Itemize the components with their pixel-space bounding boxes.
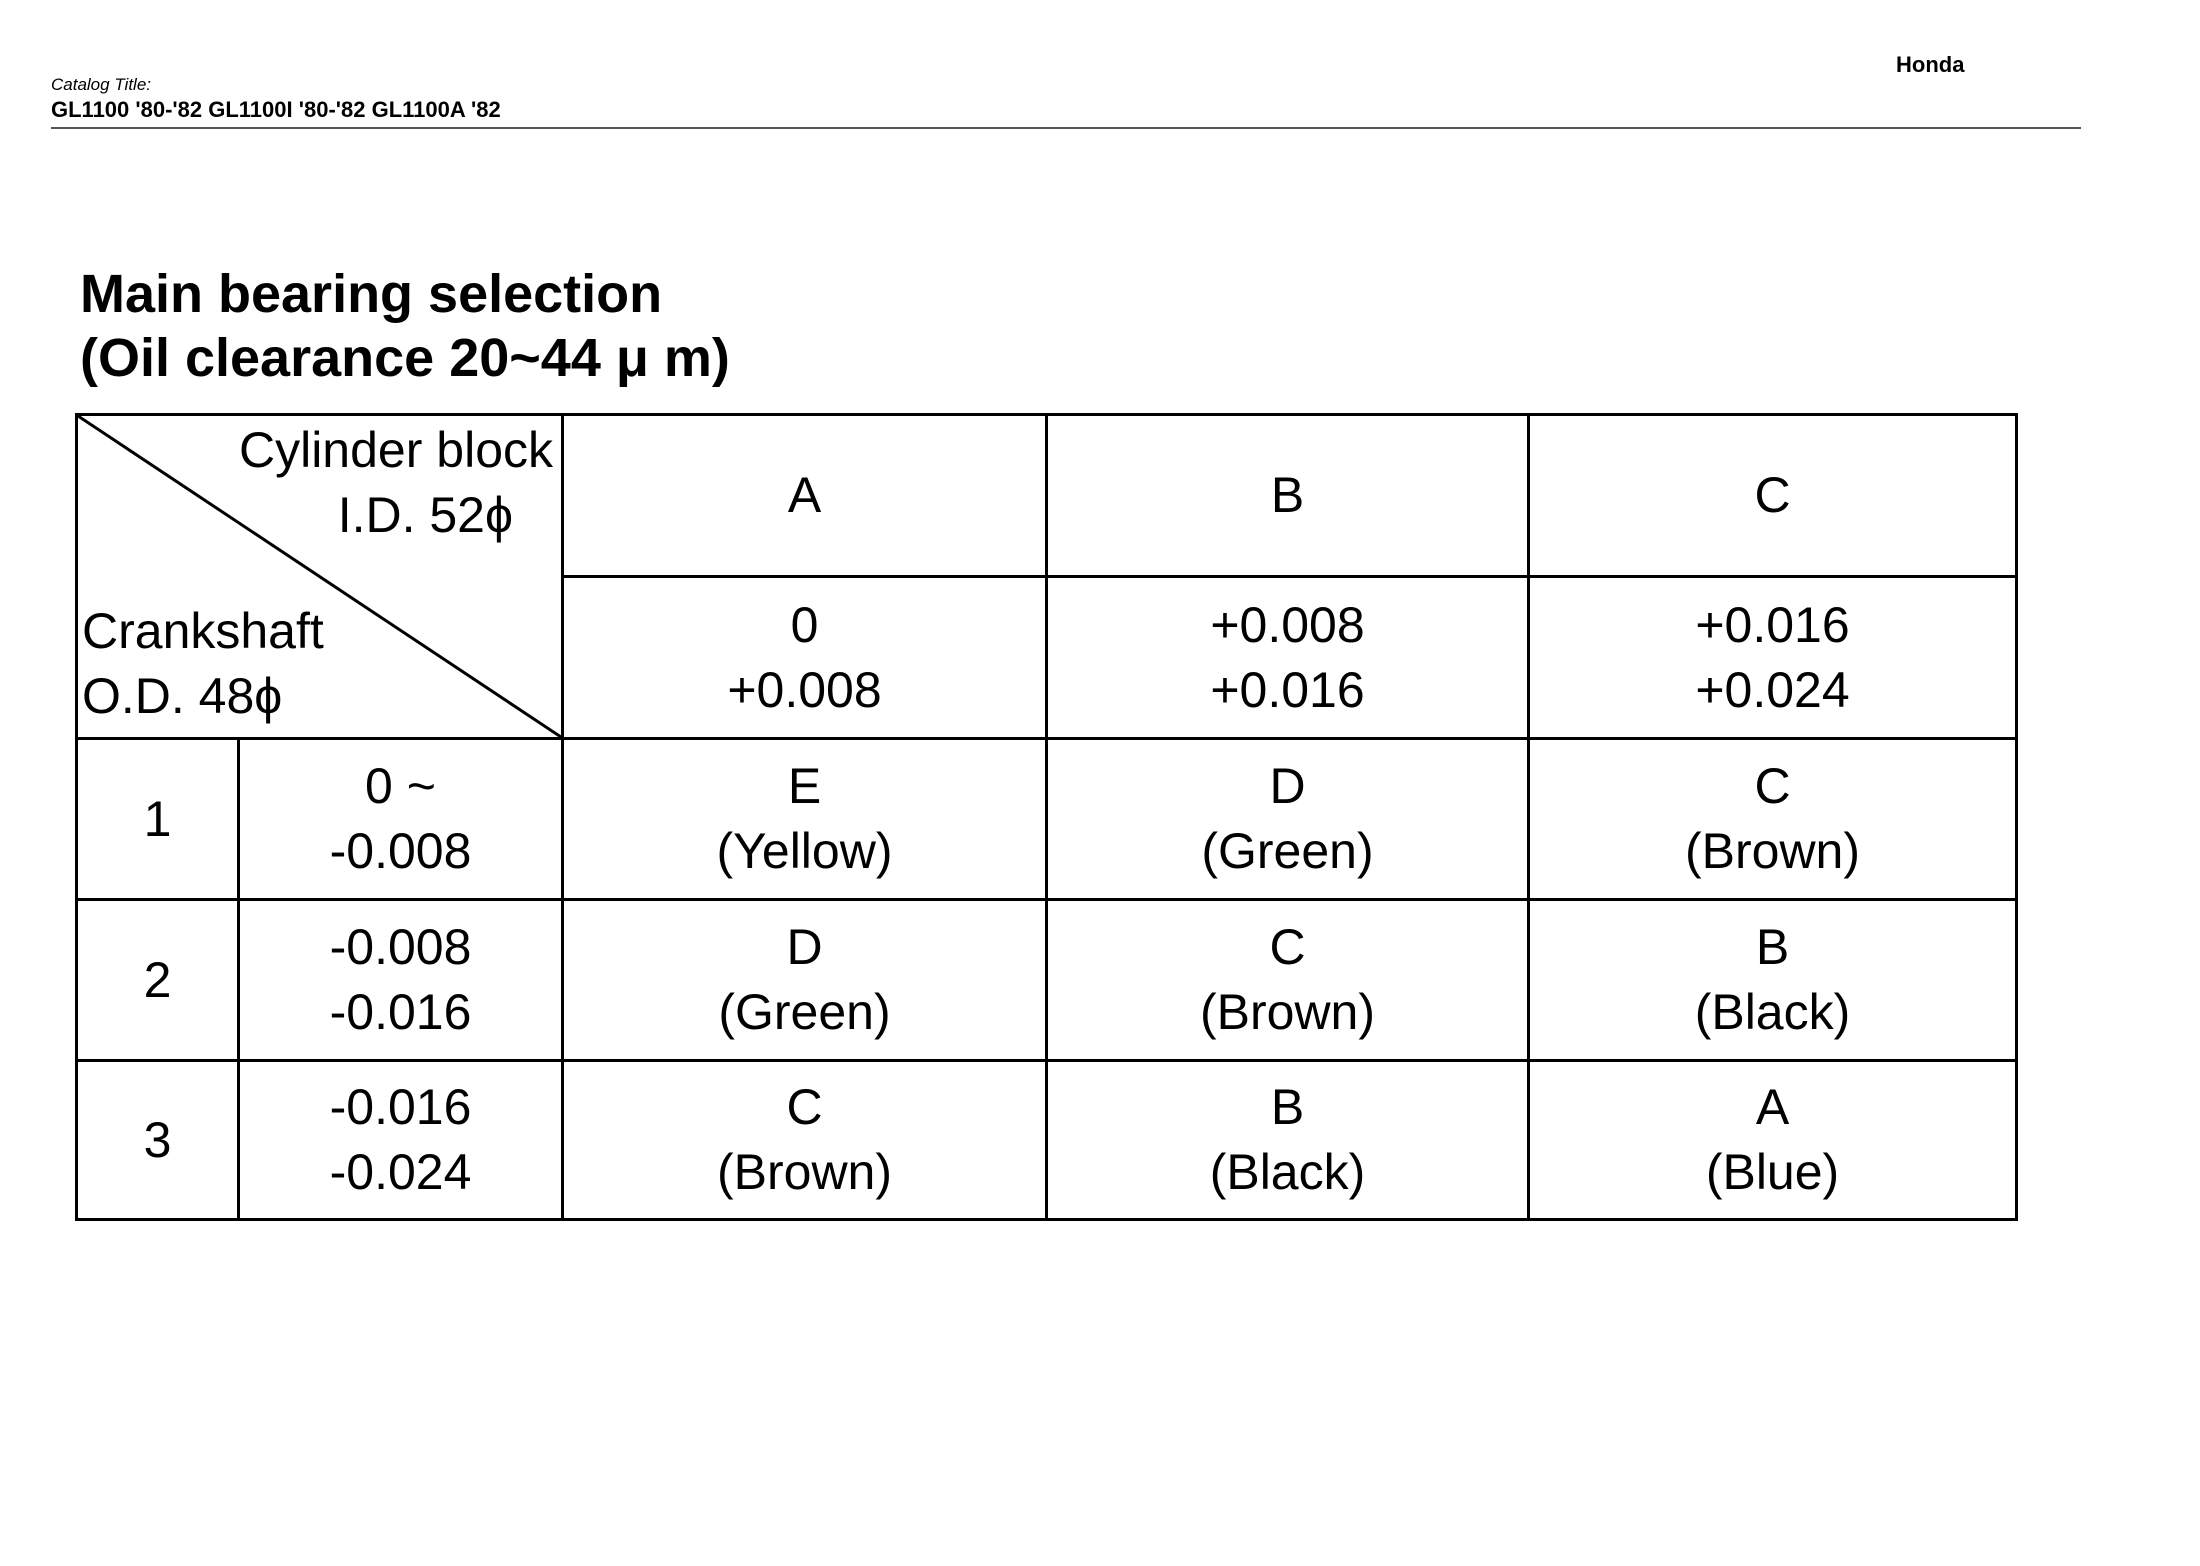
column-range-b: +0.008 +0.016 bbox=[1045, 575, 1530, 740]
bearing-cell: D (Green) bbox=[1045, 737, 1530, 901]
title-line-1: Main bearing selection bbox=[80, 264, 663, 324]
bearing-cell: C (Brown) bbox=[1527, 737, 2018, 901]
table-row: 2 -0.008 -0.016 D (Green) C (Brown) B (Black… bbox=[75, 898, 2018, 1062]
bearing-cell: B (Black) bbox=[1045, 1059, 1530, 1221]
corner-header-cell: Cylinder block I.D. 52ϕ Crankshaft O.D. … bbox=[75, 413, 564, 740]
title-line-2: (Oil clearance 20~44 μ m) bbox=[80, 328, 730, 388]
cylinder-block-label: Cylinder block I.D. 52ϕ bbox=[238, 422, 553, 543]
row-code: 2 bbox=[75, 898, 240, 1062]
table-row: 3 -0.016 -0.024 C (Brown) B (Black) A (Blue) bbox=[75, 1059, 2018, 1221]
row-code: 3 bbox=[75, 1059, 240, 1221]
column-range-a: 0 +0.008 bbox=[561, 575, 1048, 740]
bearing-cell: C (Brown) bbox=[1045, 898, 1530, 1062]
bearing-cell: D (Green) bbox=[561, 898, 1048, 1062]
row-range: 0 ~ -0.008 bbox=[237, 737, 564, 901]
brand-name: Honda bbox=[1896, 52, 1965, 77]
catalog-title-label: Catalog Title: bbox=[51, 75, 152, 94]
column-code-a: A bbox=[561, 413, 1048, 578]
bearing-cell: B (Black) bbox=[1527, 898, 2018, 1062]
table-row: 1 0 ~ -0.008 E (Yellow) D (Green) C (Brown) bbox=[75, 737, 2018, 901]
row-range: -0.008 -0.016 bbox=[237, 898, 564, 1062]
column-range-c: +0.016 +0.024 bbox=[1527, 575, 2018, 740]
page-title: Main bearing selection (Oil clearance 20… bbox=[80, 262, 730, 390]
column-code-b: B bbox=[1045, 413, 1530, 578]
bearing-cell: E (Yellow) bbox=[561, 737, 1048, 901]
crankshaft-label: Crankshaft O.D. 48ϕ bbox=[82, 603, 324, 724]
bearing-cell: C (Brown) bbox=[561, 1059, 1048, 1221]
column-code-c: C bbox=[1527, 413, 2018, 578]
row-code: 1 bbox=[75, 737, 240, 901]
header-divider bbox=[51, 127, 2081, 129]
row-range: -0.016 -0.024 bbox=[237, 1059, 564, 1221]
diagonal-line bbox=[78, 416, 561, 737]
bearing-cell: A (Blue) bbox=[1527, 1059, 2018, 1221]
bearing-selection-table: Cylinder block I.D. 52ϕ Crankshaft O.D. … bbox=[75, 413, 2018, 1221]
catalog-title: GL1100 '80-'82 GL1100I '80-'82 GL1100A '… bbox=[51, 97, 501, 122]
